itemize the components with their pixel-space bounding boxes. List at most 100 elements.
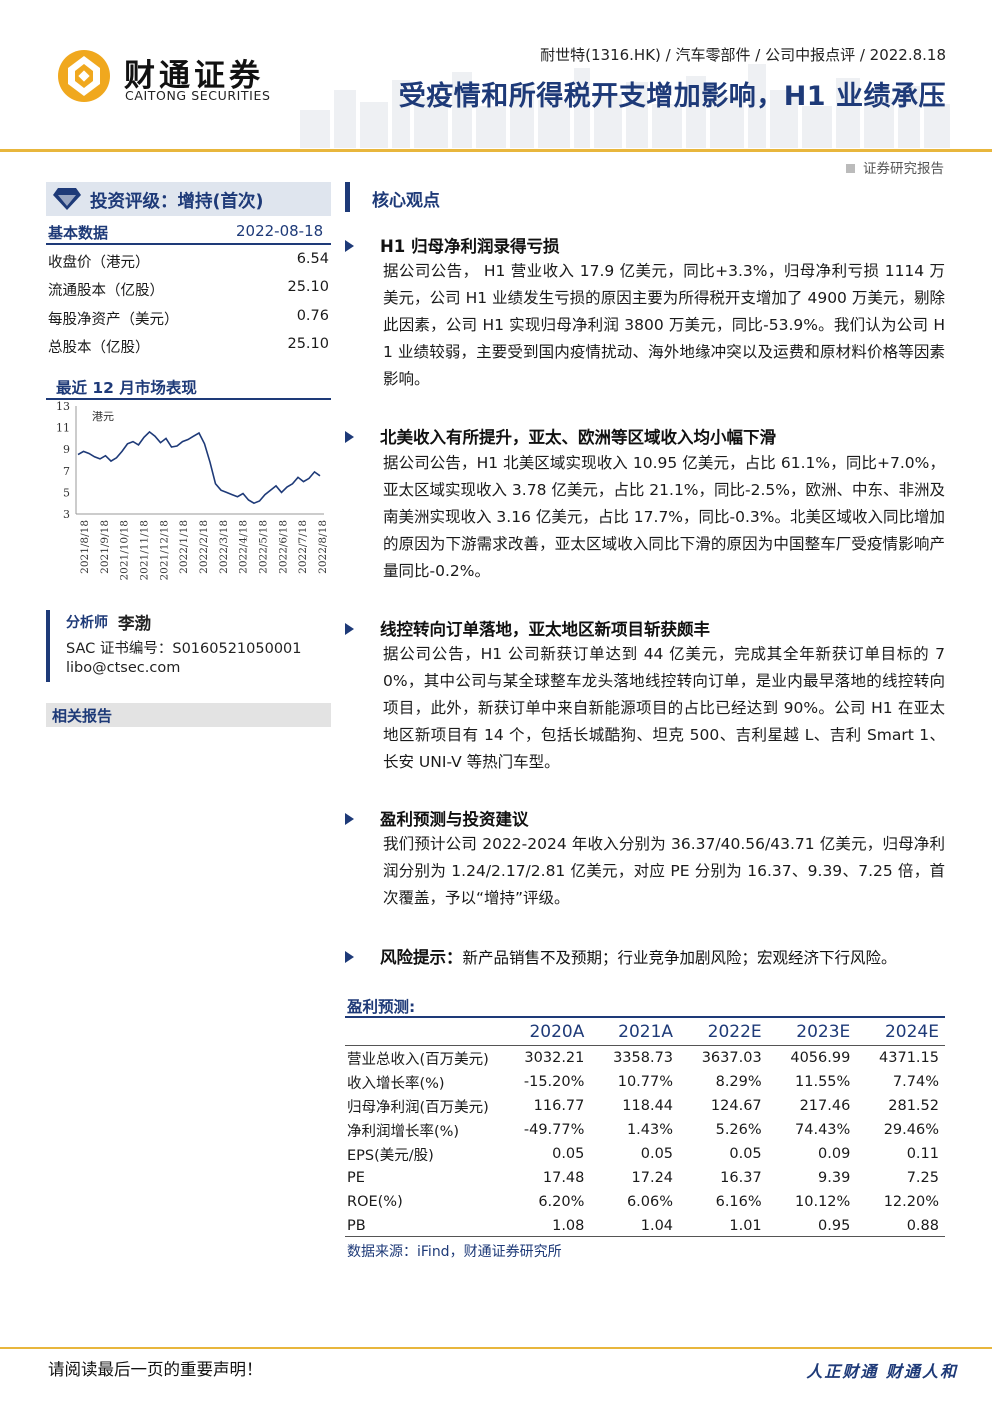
table-row: EPS(美元/股) 0.05 0.05 0.05 0.09 0.11 <box>345 1142 945 1166</box>
table-row: PE 17.48 17.24 16.37 9.39 7.25 <box>345 1166 945 1190</box>
column-header: 2024E <box>856 1019 945 1046</box>
column-header <box>345 1019 501 1046</box>
market-divider <box>46 398 331 400</box>
table-row: ROE(%) 6.20% 6.06% 6.16% 10.12% 12.20% <box>345 1190 945 1214</box>
disclaimer-notice: 请阅读最后一页的重要声明！ <box>48 1360 263 1379</box>
table-cell: 12.20% <box>883 1194 939 1210</box>
basic-data-title: 基本数据 <box>48 224 109 242</box>
x-tick-label: 2022/5/18 <box>258 520 270 574</box>
table-cell: 0.95 <box>818 1218 851 1234</box>
table-cell: 217.46 <box>799 1098 851 1114</box>
x-tick-label: 2021/11/18 <box>139 520 151 580</box>
table-cell: 1.01 <box>729 1218 762 1234</box>
table-cell: 17.24 <box>631 1170 674 1186</box>
table-row: 收入增长率(%) -15.20% 10.77% 8.29% 11.55% 7.74% <box>345 1070 945 1094</box>
stat-value: 0.76 <box>296 308 329 324</box>
x-tick-label: 2021/12/18 <box>158 520 170 580</box>
price-chart: 13 11 9 7 5 3 2021/8/18 2021/9/18 2021/10/18 202… <box>56 400 329 580</box>
table-cell: 8.29% <box>715 1074 762 1090</box>
stat-label: 收盘价（港元） <box>48 255 150 271</box>
stat-value: 25.10 <box>287 279 329 295</box>
table-cell: 118.44 <box>622 1098 674 1114</box>
table-cell: 4056.99 <box>790 1050 851 1066</box>
stat-row-close-price: 收盘价（港元） 6.54 <box>48 251 329 277</box>
stat-value: 6.54 <box>296 251 329 267</box>
table-cell: 1.08 <box>552 1218 585 1234</box>
row-label: 归母净利润(百万美元) <box>347 1099 489 1116</box>
table-cell: 6.16% <box>715 1194 762 1210</box>
table-cell: 281.52 <box>888 1098 939 1114</box>
column-header: 2021A <box>590 1019 680 1046</box>
table-cell: 6.06% <box>626 1194 674 1210</box>
table-cell: 10.77% <box>617 1074 674 1090</box>
table-cell: 29.46% <box>883 1122 939 1138</box>
investment-rating: 投资评级：增持(首次) <box>90 192 264 212</box>
column-header: 2020A <box>501 1019 591 1046</box>
basic-data-date: 2022-08-18 <box>236 222 324 240</box>
triangle-bullet-icon <box>345 623 354 635</box>
row-label: ROE(%) <box>347 1194 403 1210</box>
section-heading-text: H1 归母净利润录得亏损 <box>380 237 560 256</box>
table-row: 归母净利润(百万美元) 116.77 118.44 124.67 217.46 281.5… <box>345 1094 945 1118</box>
price-series-line <box>77 430 321 505</box>
row-label: 营业总收入(百万美元) <box>347 1051 489 1068</box>
y-tick-label: 13 <box>56 400 70 413</box>
table-cell: 7.74% <box>892 1074 939 1090</box>
forecast-top-rule <box>345 1016 945 1018</box>
row-label: PE <box>347 1170 365 1186</box>
core-view-title: 核心观点 <box>372 191 440 211</box>
row-label: PB <box>347 1218 366 1234</box>
table-row: 营业总收入(百万美元) 3032.21 3358.73 3637.03 4056.99 4… <box>345 1046 945 1071</box>
market-performance-title: 最近 12 月市场表现 <box>56 379 197 397</box>
rating-box <box>46 182 331 216</box>
risk-text: 新产品销售不及预期；行业竞争加剧风险；宏观经济下行风险。 <box>462 949 897 967</box>
table-row: PB 1.08 1.04 1.01 0.95 0.88 <box>345 1214 945 1238</box>
y-tick-label: 7 <box>63 465 70 478</box>
company-slogan: 人正财通 财通人和 <box>806 1362 958 1381</box>
logo-chinese-name: 财通证券 <box>124 58 264 94</box>
basic-data-divider <box>46 243 331 245</box>
table-cell: 116.77 <box>533 1098 585 1114</box>
triangle-bullet-icon <box>345 431 354 443</box>
section-heading-h1-loss: H1 归母净利润录得亏损 <box>345 233 560 257</box>
table-cell: 5.26% <box>715 1122 762 1138</box>
row-label: 收入增长率(%) <box>347 1075 445 1092</box>
stat-row-total-shares: 总股本（亿股） 25.10 <box>48 336 329 362</box>
column-header: 2023E <box>767 1019 857 1046</box>
row-label: EPS(美元/股) <box>347 1147 434 1164</box>
chart-unit-label: 港元 <box>92 410 114 423</box>
caitong-logo-icon <box>58 50 110 102</box>
table-cell: 1.43% <box>626 1122 674 1138</box>
section-body-h1-loss: 据公司公告， H1 营业收入 17.9 亿美元，同比+3.3%，归母净利亏损 1… <box>383 262 945 388</box>
stat-label: 每股净资产（美元） <box>48 312 179 328</box>
analyst-label: 分析师 <box>66 615 108 631</box>
data-source-note: 数据来源：iFind，财通证券研究所 <box>347 1244 562 1260</box>
table-row: 净利润增长率(%) -49.77% 1.43% 5.26% 74.43% 29.46% <box>345 1118 945 1142</box>
x-tick-label: 2022/6/18 <box>277 520 289 574</box>
stat-label: 总股本（亿股） <box>48 340 150 356</box>
section-body-regions: 据公司公告，H1 北美区域实现收入 10.95 亿美元，占比 61.1%，同比+… <box>383 454 946 580</box>
core-view-accent-bar <box>345 182 350 212</box>
report-type-label: 证券研究报告 <box>846 157 944 177</box>
table-cell: 17.48 <box>542 1170 585 1186</box>
table-cell: 0.88 <box>906 1218 939 1234</box>
section-heading-forecast: 盈利预测与投资建议 <box>345 806 529 830</box>
diamond-icon <box>53 188 81 210</box>
x-tick-label: 2022/4/18 <box>238 520 250 574</box>
analyst-email-link[interactable]: libo@ctsec.com <box>66 660 181 676</box>
table-cell: 3637.03 <box>701 1050 762 1066</box>
section-body-orders: 据公司公告，H1 公司新获订单达到 44 亿美元，完成其全年新获订单目标的 70… <box>383 645 945 771</box>
x-tick-label: 2022/1/18 <box>178 520 190 574</box>
x-tick-label: 2022/7/18 <box>297 520 309 574</box>
triangle-bullet-icon <box>345 951 354 963</box>
section-heading-orders: 线控转向订单落地，亚太地区新项目斩获颇丰 <box>345 616 710 640</box>
section-heading-text: 盈利预测与投资建议 <box>380 810 529 829</box>
table-cell: 11.55% <box>795 1074 851 1090</box>
table-cell: -15.20% <box>523 1074 585 1090</box>
y-tick-label: 3 <box>63 508 70 521</box>
table-cell: 0.09 <box>818 1146 851 1162</box>
risk-heading: 风险提示： <box>380 948 463 967</box>
footer-divider <box>0 1347 992 1349</box>
table-cell: 0.05 <box>552 1146 585 1162</box>
table-cell: 0.11 <box>906 1146 939 1162</box>
